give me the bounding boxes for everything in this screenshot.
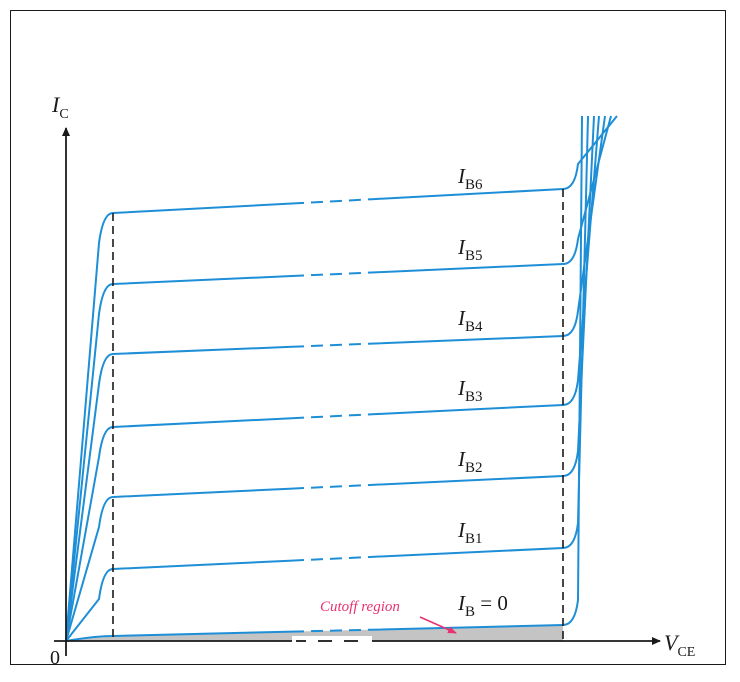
curve-label-b3: IB3	[457, 376, 483, 405]
curve-label-b2: IB2	[457, 447, 483, 476]
ib-curve-4	[65, 115, 606, 642]
x-axis-label: VCE	[664, 630, 695, 660]
figure-frame	[10, 10, 726, 665]
x-axis-break	[292, 636, 372, 646]
ib-curve-2	[65, 115, 595, 642]
ib-curve-0	[65, 115, 583, 642]
ib-curve-1	[65, 115, 589, 642]
cutoff-pointer-arrow	[419, 616, 457, 634]
curve-label-b1: IB1	[457, 518, 483, 547]
ib-curve-5	[65, 115, 612, 642]
curve-label-b6: IB6	[457, 164, 483, 193]
y-axis-label: IC	[51, 92, 69, 122]
curve-label-b5: IB5	[457, 235, 483, 264]
base-current-curves	[65, 115, 618, 642]
origin-label: 0	[50, 647, 60, 669]
curve-labels: IB6 IB5 IB4 IB3 IB2 IB1 IB = 0	[457, 164, 508, 620]
cutoff-region-label: Cutoff region	[320, 599, 400, 615]
curve-label-b4: IB4	[457, 306, 483, 335]
curve-label-b: IB = 0	[457, 591, 508, 620]
ib-curve-6	[65, 115, 618, 642]
ib-curve-3	[65, 115, 600, 642]
